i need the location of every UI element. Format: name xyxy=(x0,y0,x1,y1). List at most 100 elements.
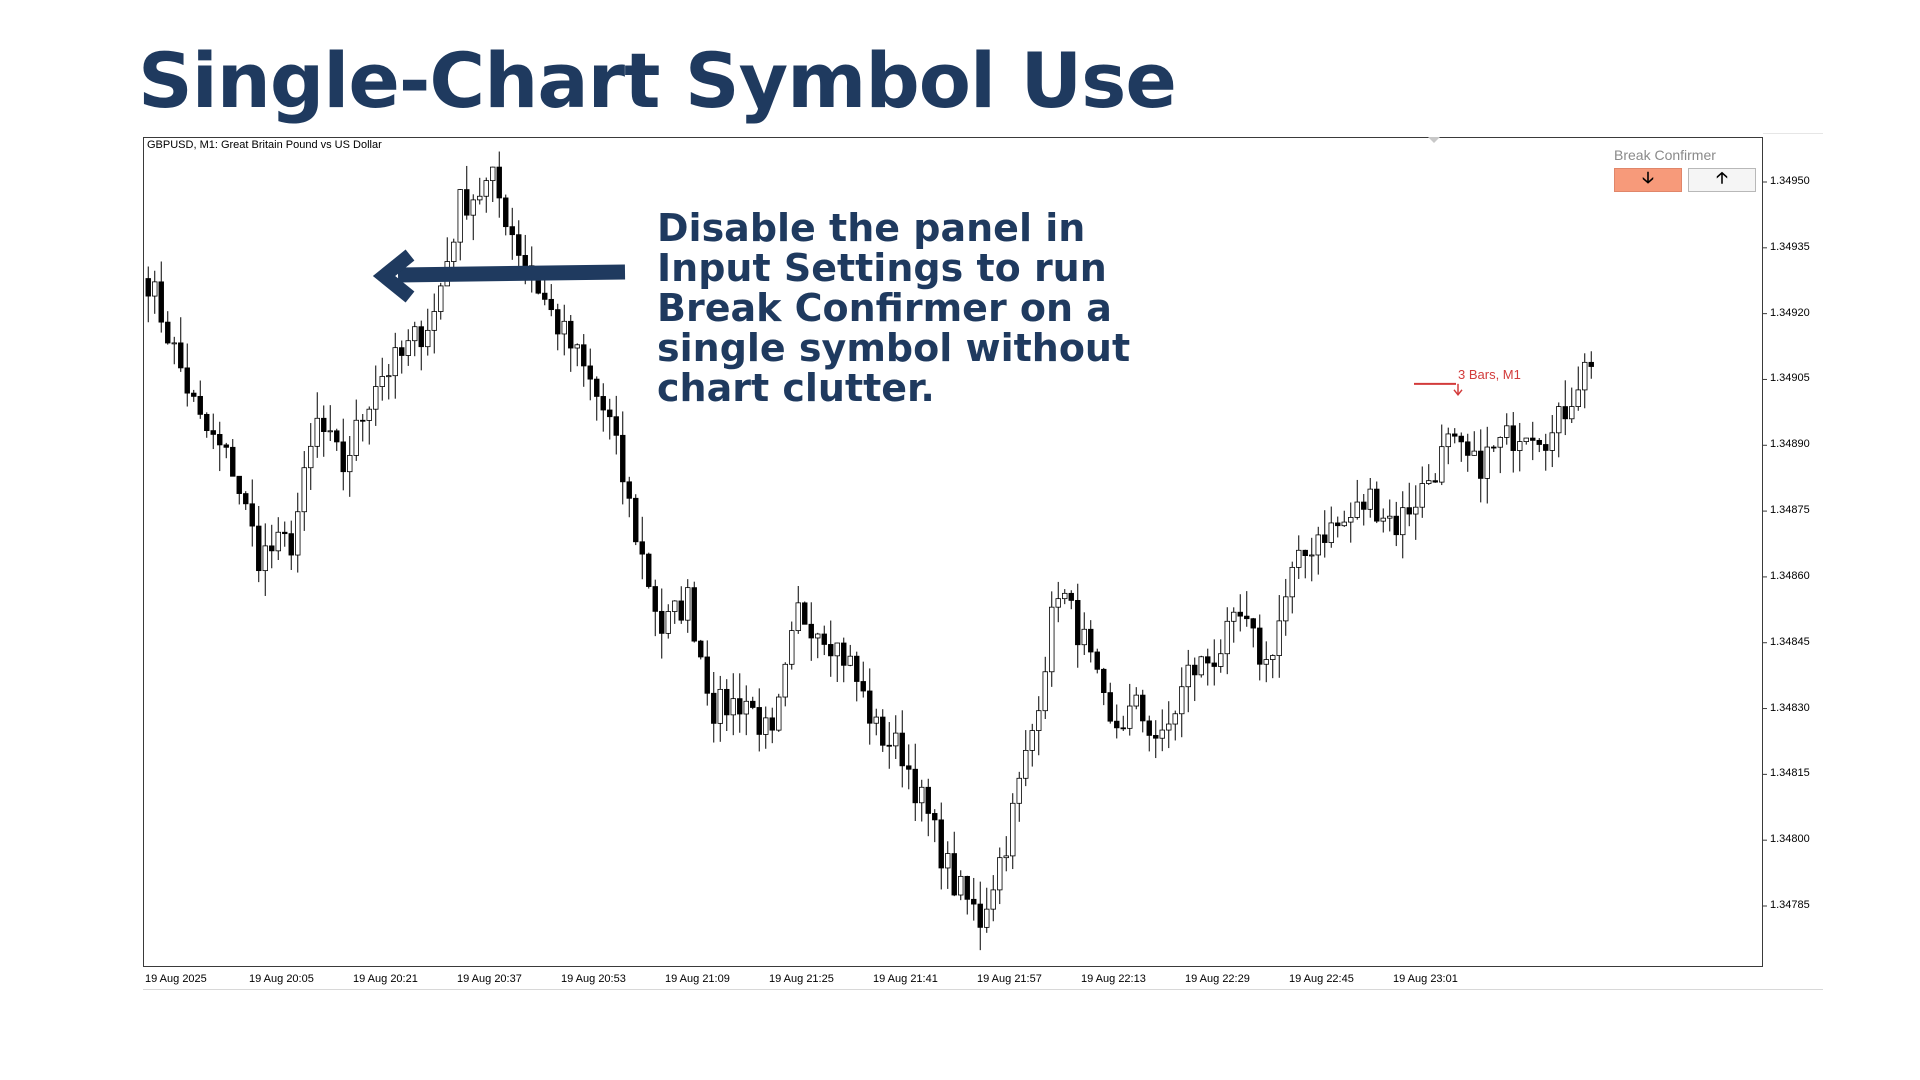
candle-bearish xyxy=(613,416,619,436)
candle-bearish xyxy=(1192,664,1198,676)
candle-bullish xyxy=(366,408,372,421)
candle-bullish xyxy=(1556,406,1562,434)
candle-bearish xyxy=(1250,618,1256,629)
candle-bullish xyxy=(1198,656,1204,676)
candle-bullish xyxy=(1179,686,1185,715)
candle-bearish xyxy=(223,444,229,448)
candle-bearish xyxy=(1205,656,1211,664)
candle-bearish xyxy=(600,396,606,411)
candle-bullish xyxy=(1569,406,1575,420)
candle-bullish xyxy=(1166,723,1172,731)
candle-bullish xyxy=(1484,446,1490,479)
price-tick-label: 1.34935 xyxy=(1770,240,1810,253)
candle-bullish xyxy=(1348,517,1354,523)
price-tick-label: 1.34830 xyxy=(1770,701,1810,714)
candle-bearish xyxy=(626,481,632,499)
candle-bullish xyxy=(275,531,281,552)
candle-bullish xyxy=(1023,749,1029,779)
candle-bullish xyxy=(1263,659,1269,665)
candle-bearish xyxy=(620,434,626,483)
candle-bearish xyxy=(178,342,184,369)
candle-bearish xyxy=(282,531,288,535)
candle-bearish xyxy=(158,281,164,323)
candle-bearish xyxy=(516,234,522,256)
candle-bullish xyxy=(919,786,925,804)
candle-bearish xyxy=(1452,433,1458,437)
candle-bullish xyxy=(1315,534,1321,556)
candle-bullish xyxy=(1582,361,1588,391)
divider xyxy=(1763,133,1823,134)
candle-bearish xyxy=(1211,662,1217,667)
candle-bullish xyxy=(1413,506,1419,515)
candle-bearish xyxy=(503,197,509,228)
candle-bullish xyxy=(665,611,671,634)
candle-bullish xyxy=(1042,671,1048,712)
sell-break-button[interactable]: 🡣 xyxy=(1614,168,1682,192)
callout-text: Disable the panel in Input Settings to r… xyxy=(657,206,1131,410)
candle-bearish xyxy=(698,640,704,658)
candle-bullish xyxy=(171,342,177,345)
candle-bearish xyxy=(197,395,203,415)
candle-bullish xyxy=(152,281,158,297)
candle-bearish xyxy=(1244,615,1250,620)
candle-bullish xyxy=(1016,777,1022,804)
candle-bearish xyxy=(899,732,905,767)
price-tick-label: 1.34785 xyxy=(1770,899,1810,911)
candle-bullish xyxy=(1003,855,1009,859)
candle-bearish xyxy=(977,903,983,928)
candle-bearish xyxy=(1491,446,1497,449)
candle-bullish xyxy=(451,241,457,262)
time-tick-label: 19 Aug 20:53 xyxy=(561,973,626,985)
candle-bearish xyxy=(1361,501,1367,510)
candle-bearish xyxy=(1393,515,1399,536)
candle-bearish xyxy=(867,690,873,724)
candle-bullish xyxy=(1133,694,1139,707)
candle-bullish xyxy=(438,285,444,312)
panel-title: Break Confirmer xyxy=(1614,147,1716,163)
candle-bearish xyxy=(750,700,756,708)
candle-bearish xyxy=(1257,627,1263,665)
candle-bearish xyxy=(1588,361,1594,367)
candle-bullish xyxy=(1159,729,1165,739)
time-tick-label: 19 Aug 22:13 xyxy=(1081,973,1146,985)
candle-bearish xyxy=(1107,692,1113,722)
candle-bearish xyxy=(217,434,223,446)
candle-bullish xyxy=(1049,606,1055,673)
candle-bearish xyxy=(249,503,255,527)
candle-bearish xyxy=(1374,488,1380,522)
candle-bullish xyxy=(561,320,567,335)
candle-bullish xyxy=(392,347,398,377)
candle-bearish xyxy=(496,166,502,199)
candle-bearish xyxy=(321,417,327,432)
candle-bearish xyxy=(568,320,574,349)
buy-break-button[interactable]: 🡡 xyxy=(1688,168,1756,192)
candle-bullish xyxy=(997,857,1003,891)
candle-bullish xyxy=(958,875,964,896)
candle-bullish xyxy=(984,908,990,928)
candle-bearish xyxy=(1075,600,1081,646)
candle-bullish xyxy=(1367,488,1373,510)
candle-bullish xyxy=(1231,611,1237,622)
candle-bearish xyxy=(678,600,684,621)
candle-bearish xyxy=(522,255,528,267)
candle-bearish xyxy=(587,365,593,380)
candle-bullish xyxy=(717,688,723,724)
candle-bearish xyxy=(854,655,860,682)
candle-bullish xyxy=(327,430,333,433)
candle-bearish xyxy=(756,707,762,735)
candle-bearish xyxy=(659,610,665,634)
candle-bullish xyxy=(1309,554,1315,557)
candle-bullish xyxy=(1341,521,1347,527)
candle-bullish xyxy=(1172,713,1178,725)
candle-bullish xyxy=(1575,389,1581,407)
candle-bullish xyxy=(945,853,951,869)
candle-bearish xyxy=(243,493,249,505)
price-tick-label: 1.34920 xyxy=(1770,306,1810,319)
candle-bearish xyxy=(1536,439,1542,445)
candle-bullish xyxy=(386,375,392,378)
candle-bullish xyxy=(1289,566,1295,598)
candle-bullish xyxy=(1055,598,1061,608)
time-tick-label: 19 Aug 20:37 xyxy=(457,973,522,985)
time-tick-label: 19 Aug 22:29 xyxy=(1185,973,1250,985)
candle-bearish xyxy=(1458,435,1464,443)
